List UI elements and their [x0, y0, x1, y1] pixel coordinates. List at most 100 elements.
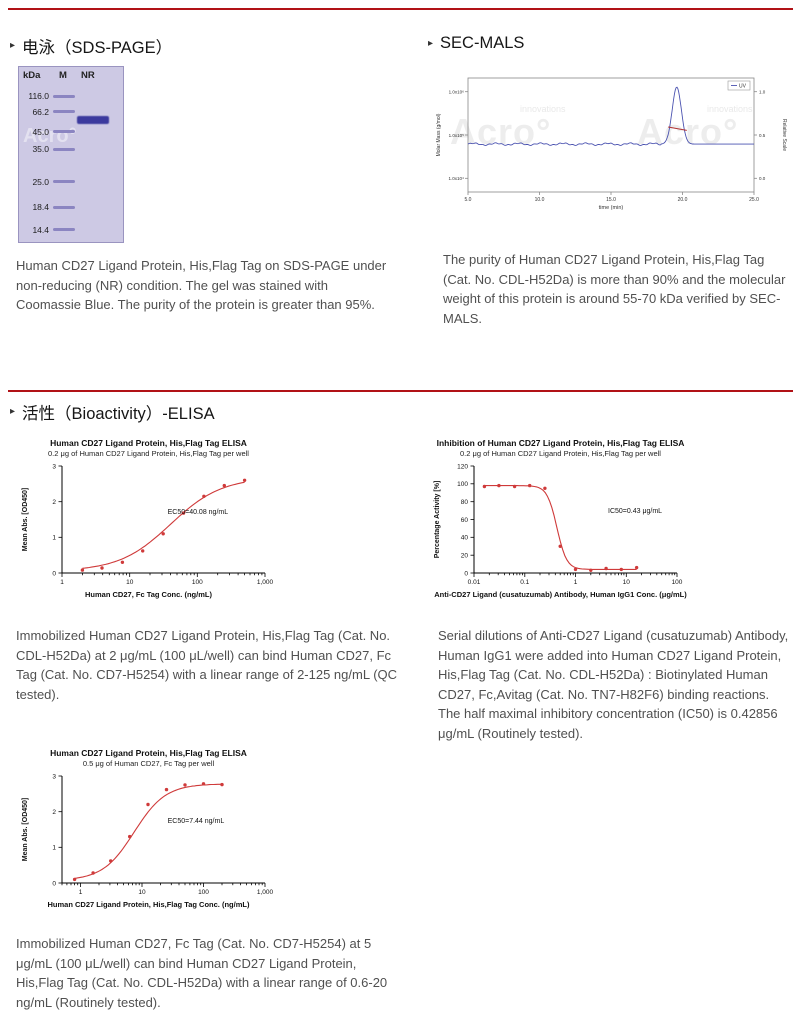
chart-plot: 0 1 2 3 1 10 100 1,000 EC50=40.08 ng/mL Mean Abs.… — [16, 458, 281, 603]
chart-subtitle: 0.5 μg of Human CD27, Fc Tag per well — [82, 759, 215, 768]
svg-text:120: 120 — [457, 463, 468, 470]
ec50-annotation: EC50=40.08 ng/mL — [168, 509, 229, 516]
svg-text:15.0: 15.0 — [606, 197, 616, 203]
svg-text:1,000: 1,000 — [257, 889, 274, 896]
gel-header-lane-nr: NR — [81, 70, 95, 81]
svg-text:1: 1 — [52, 845, 56, 852]
gel-header-lane-m: M — [59, 70, 67, 81]
ec50-annotation: EC50=7.44 ng/mL — [168, 818, 225, 825]
gel-marker-band — [53, 180, 75, 184]
svg-text:3: 3 — [52, 463, 56, 470]
legend: UV — [727, 80, 751, 91]
gel-marker-label: 14.4 — [32, 224, 49, 235]
svg-text:10: 10 — [126, 579, 134, 586]
chart-x-axis-label: Human CD27 Ligand Protein, His,Flag Tag … — [47, 900, 250, 909]
gel-marker-band — [53, 147, 75, 151]
elisa-chart-3: Human CD27 Ligand Protein, His,Flag Tag … — [16, 748, 281, 909]
svg-text:80: 80 — [461, 499, 469, 506]
svg-text:1.0x10⁴: 1.0x10⁴ — [449, 176, 465, 181]
chart-title: Human CD27 Ligand Protein, His,Flag Tag … — [50, 438, 247, 448]
svg-text:100: 100 — [198, 889, 209, 896]
sec-mals-caption: The purity of Human CD27 Ligand Protein,… — [443, 252, 786, 326]
triangle-bullet-icon: ▸ — [10, 40, 16, 51]
svg-text:25.0: 25.0 — [749, 197, 759, 203]
dose-response-curve — [82, 481, 245, 569]
svg-text:20.0: 20.0 — [678, 197, 688, 203]
elisa-caption-2: Serial dilutions of Anti-CD27 Ligand (cu… — [438, 628, 789, 741]
gel-image: Acro° kDa M NR 116.0 66.2 45.0 35.0 25.0 18.4… — [18, 66, 124, 243]
uv-trace — [467, 86, 754, 146]
svg-text:2: 2 — [52, 499, 56, 506]
chart-x-axis-label: Human CD27, Fc Tag Conc. (ng/mL) — [85, 590, 212, 599]
gel-marker-label: 66.2 — [32, 106, 49, 117]
svg-text:1,000: 1,000 — [257, 579, 274, 586]
ec50-annotation: IC50=0.43 μg/mL — [608, 508, 662, 515]
gel-marker-label: 45.0 — [32, 126, 49, 137]
chart-title: Inhibition of Human CD27 Ligand Protein,… — [436, 438, 685, 448]
svg-text:100: 100 — [192, 579, 203, 586]
sec-mals-chart: innovations Acro° innovations Acro° 5.0 1… — [432, 68, 788, 218]
sec-mals-plot: 5.0 10.0 15.0 20.0 25.0 1.0x10⁶ 1.0x10⁵ 1.0x10⁴… — [432, 68, 788, 218]
gel-marker-band — [53, 130, 75, 134]
svg-text:0.0: 0.0 — [759, 176, 766, 181]
svg-text:0: 0 — [52, 880, 56, 887]
svg-text:0: 0 — [464, 570, 468, 577]
svg-text:20: 20 — [461, 553, 469, 560]
gel-marker-label: 116.0 — [28, 91, 49, 102]
gel-marker-label: 25.0 — [32, 176, 49, 187]
svg-text:UV: UV — [739, 84, 747, 90]
chart-plot: 0 20 40 60 80 100 120 0.01 0.1 1 10 100 IC50=0.43 μg… — [428, 458, 693, 603]
gel-sample-band — [77, 116, 109, 125]
left-y-axis-label: Molar Mass (g/mol) — [436, 113, 442, 156]
y-axis-label: Mean Abs. [OD450] — [22, 488, 29, 552]
svg-text:1.0x10⁶: 1.0x10⁶ — [449, 90, 465, 95]
elisa2-svg: 0 20 40 60 80 100 120 0.01 0.1 1 10 100 IC50=0.43 μg… — [434, 463, 683, 586]
elisa-caption-1: Immobilized Human CD27 Ligand Protein, H… — [16, 628, 398, 702]
svg-text:2: 2 — [52, 809, 56, 816]
y-axis-label: Percentage Activity [%] — [434, 481, 441, 559]
svg-text:1: 1 — [52, 535, 56, 542]
svg-text:1.0: 1.0 — [759, 90, 766, 95]
dose-response-curve — [484, 485, 637, 570]
gel-marker-band — [53, 228, 75, 232]
svg-text:10: 10 — [138, 889, 146, 896]
section-divider — [8, 390, 793, 392]
svg-text:1: 1 — [79, 889, 83, 896]
sds-page-section-title: 电泳（SDS-PAGE） — [22, 39, 173, 57]
chart-title: Human CD27 Ligand Protein, His,Flag Tag … — [50, 748, 247, 758]
chart-x-axis-label: Anti-CD27 Ligand (cusatuzumab) Antibody,… — [434, 590, 687, 599]
svg-text:0.1: 0.1 — [520, 579, 529, 586]
sec-mals-section-title: SEC-MALS — [440, 34, 525, 52]
svg-text:100: 100 — [457, 481, 468, 488]
axes — [61, 466, 265, 574]
x-axis-label: time (min) — [599, 205, 624, 211]
svg-text:1: 1 — [60, 579, 64, 586]
svg-text:0.5: 0.5 — [759, 133, 766, 138]
data-points — [72, 782, 224, 882]
gel-marker-band — [53, 94, 75, 98]
dose-response-curve — [74, 783, 223, 879]
chart-subtitle: 0.2 μg of Human CD27 Ligand Protein, His… — [460, 449, 661, 458]
chart-subtitle: 0.2 μg of Human CD27 Ligand Protein, His… — [48, 449, 249, 458]
gel-marker-label: 18.4 — [32, 202, 49, 212]
svg-text:60: 60 — [461, 517, 469, 524]
gel-marker-label: 35.0 — [32, 144, 49, 155]
right-y-axis-label: Relative Scale — [781, 119, 787, 151]
y-axis-label: Mean Abs. [OD450] — [22, 798, 29, 862]
svg-text:40: 40 — [461, 535, 469, 542]
elisa-chart-2: Inhibition of Human CD27 Ligand Protein,… — [428, 438, 693, 599]
top-divider — [8, 8, 793, 10]
axes — [61, 776, 265, 884]
sds-page-section-header: ▸ 电泳（SDS-PAGE） — [10, 34, 172, 58]
bioactivity-section-title: 活性（Bioactivity）-ELISA — [22, 405, 215, 423]
data-points — [482, 483, 639, 572]
gel-marker-band — [53, 205, 75, 209]
axes — [473, 466, 677, 574]
triangle-bullet-icon: ▸ — [428, 37, 434, 49]
gel-marker-band — [53, 110, 75, 114]
chart-plot: 0 1 2 3 1 10 100 1,000 EC50=7.44 ng/mL Mean Abs. … — [16, 768, 281, 913]
svg-text:0.01: 0.01 — [468, 579, 481, 586]
sds-page-caption: Human CD27 Ligand Protein, His,Flag Tag … — [16, 258, 387, 312]
